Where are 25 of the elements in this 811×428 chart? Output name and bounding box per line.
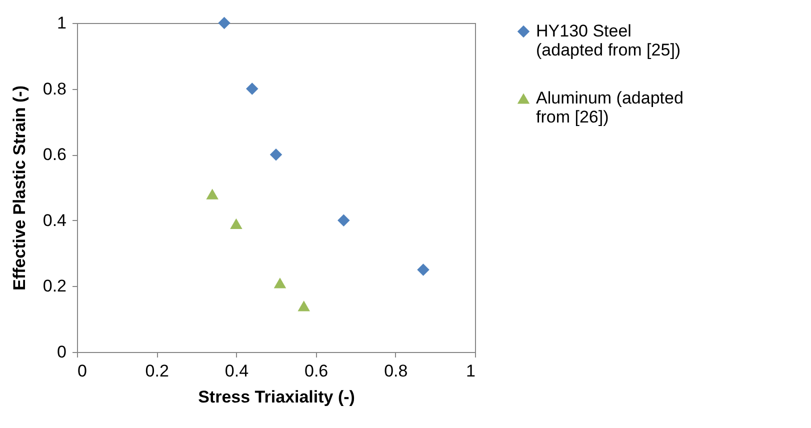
legend-label: HY130 Steel (adapted from [25]) — [536, 22, 681, 60]
point — [206, 188, 218, 200]
x-tick-label: 1 — [466, 362, 476, 380]
point — [274, 278, 286, 288]
point — [246, 82, 258, 95]
y-tick-label: 1 — [57, 14, 66, 32]
x-tick-label: 0 — [78, 362, 87, 380]
point — [270, 148, 282, 161]
x-tick-label: 0.8 — [384, 362, 408, 380]
y-tick-label: 0.2 — [42, 276, 66, 296]
point — [230, 218, 242, 229]
x-tick-label: 0.2 — [145, 362, 169, 380]
point — [298, 300, 310, 312]
point — [218, 16, 230, 30]
y-tick-label: 0.8 — [42, 79, 66, 98]
y-tick-label: 0.4 — [42, 210, 66, 230]
x-tick-label: 0.4 — [224, 362, 249, 380]
point — [417, 264, 430, 276]
point — [338, 214, 350, 227]
legend-label: Aluminum (adapted from [26]) — [536, 88, 684, 126]
x-tick-label: 0.6 — [304, 362, 328, 380]
y-axis-title: Effective Plastic Strain (-) — [10, 85, 29, 291]
y-tick-label: 0.6 — [42, 145, 66, 164]
x-axis-title: Stress Triaxiality (-) — [198, 388, 355, 406]
y-tick-label: 0 — [57, 342, 66, 362]
